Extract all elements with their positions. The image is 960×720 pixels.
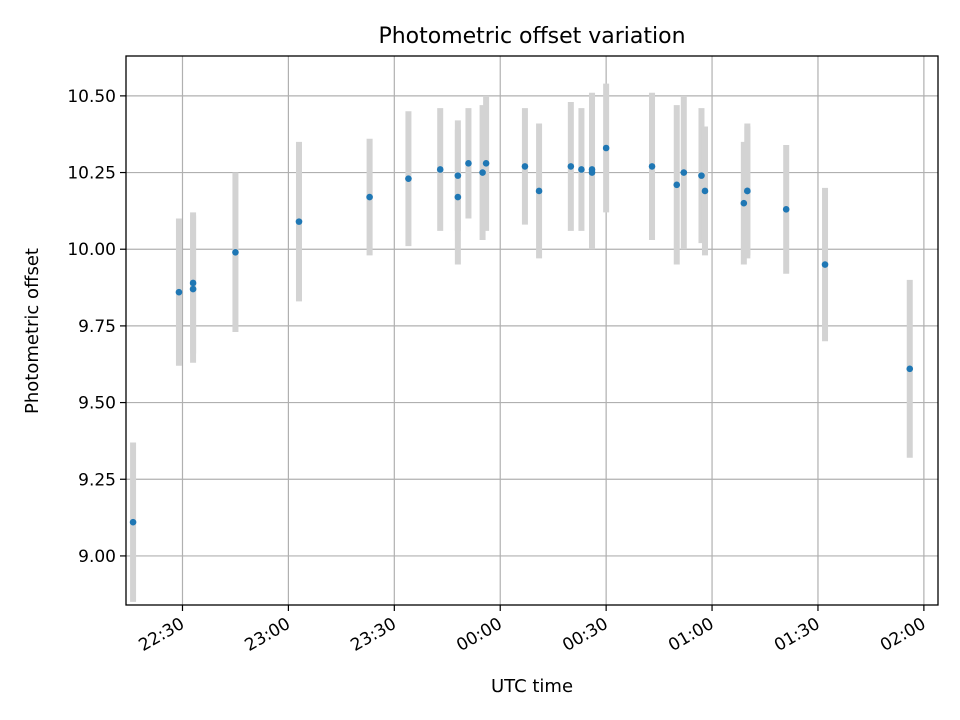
- data-point: [698, 172, 705, 179]
- data-point: [295, 218, 303, 225]
- data-point: [578, 166, 585, 173]
- data-point: [454, 193, 462, 201]
- data-point: [821, 261, 829, 268]
- y-tick-label: 9.50: [78, 394, 116, 414]
- y-tick-label: 10.00: [67, 240, 116, 260]
- data-point: [232, 248, 239, 256]
- data-point: [782, 206, 790, 213]
- y-tick-label: 9.00: [78, 547, 116, 567]
- data-point: [701, 187, 709, 195]
- data-point: [189, 285, 197, 293]
- data-point: [648, 163, 656, 170]
- y-axis-label: Photometric offset: [22, 248, 43, 414]
- data-point: [405, 175, 412, 182]
- data-point: [567, 163, 575, 170]
- y-tick-label: 9.25: [78, 470, 116, 490]
- data-point: [680, 169, 688, 176]
- x-axis-label: UTC time: [491, 676, 573, 697]
- chart-title: Photometric offset variation: [378, 24, 685, 49]
- data-point: [175, 288, 183, 296]
- y-tick-label: 10.25: [67, 164, 116, 184]
- data-point: [366, 193, 373, 201]
- data-point: [454, 172, 462, 179]
- y-tick-label: 10.50: [67, 87, 116, 107]
- data-points: [129, 144, 914, 526]
- data-point: [479, 169, 486, 176]
- data-point: [588, 166, 596, 173]
- plot-frame: [125, 55, 939, 606]
- data-point: [436, 166, 444, 173]
- data-point: [906, 365, 914, 373]
- grid: [126, 56, 938, 605]
- data-point: [535, 187, 543, 195]
- data-point: [673, 181, 681, 189]
- data-point: [482, 160, 490, 167]
- y-tick-label: 9.75: [78, 317, 116, 337]
- data-point: [465, 160, 472, 167]
- data-point: [744, 187, 751, 195]
- data-point: [521, 163, 529, 170]
- data-point: [740, 199, 748, 207]
- data-point: [602, 144, 610, 152]
- data-point: [189, 279, 197, 287]
- data-point: [129, 518, 137, 526]
